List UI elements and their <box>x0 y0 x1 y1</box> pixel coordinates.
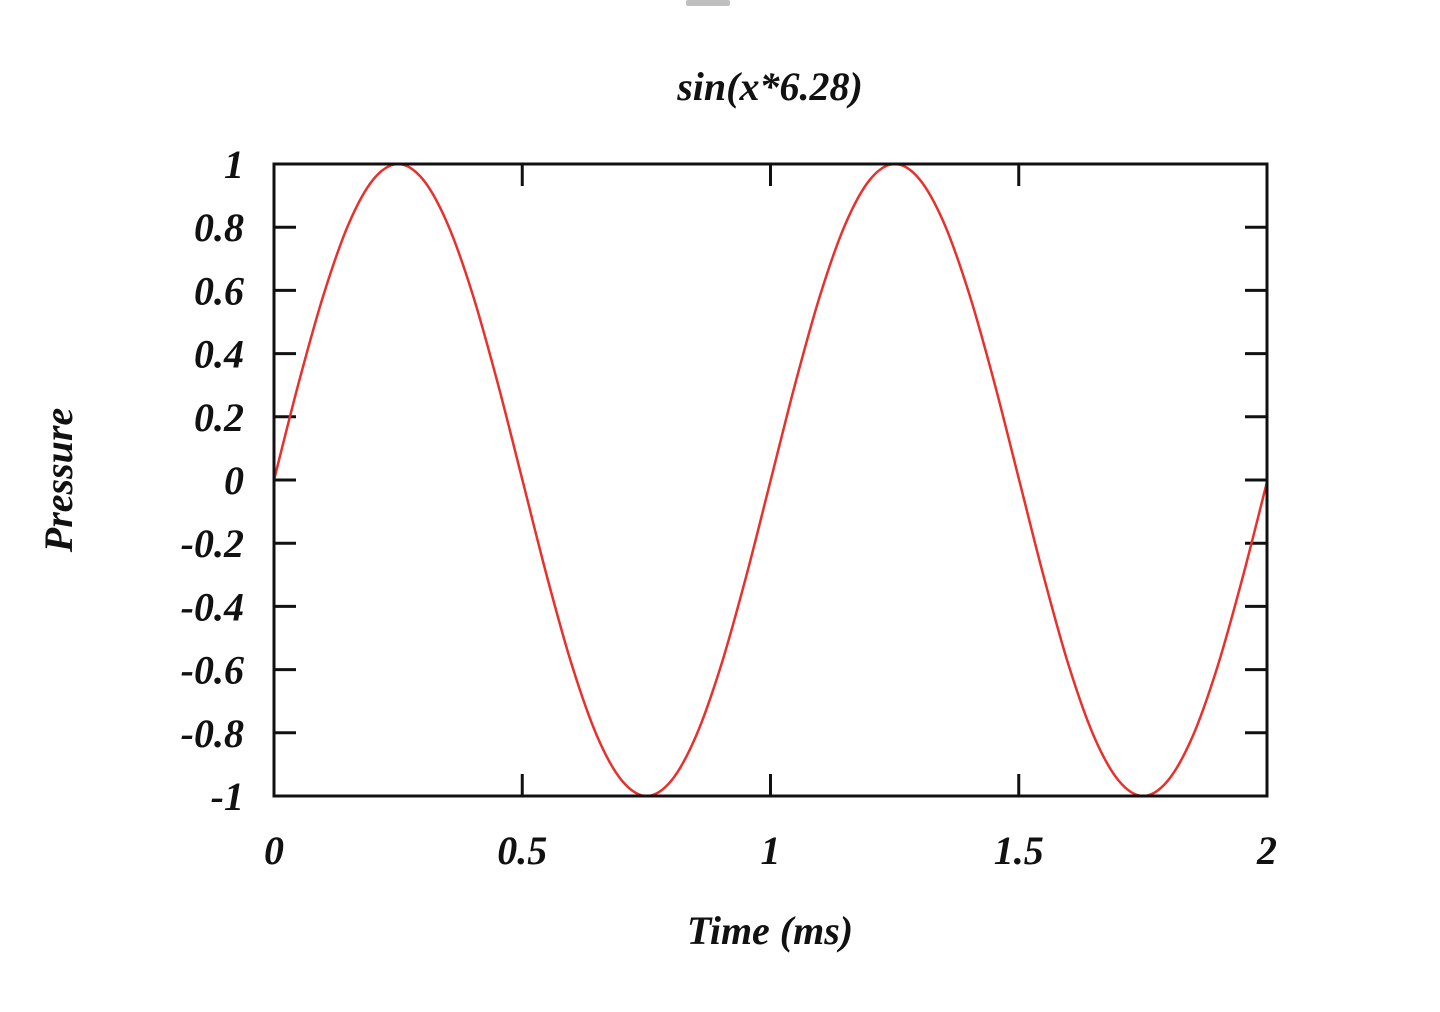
x-axis: 0 0.5 1 1.5 2 <box>264 164 1277 873</box>
top-edge-artifact <box>686 0 730 6</box>
y-axis: 1 0.8 0.6 0.4 0.2 0 -0.2 -0.4 -0.6 -0.8 -1 <box>181 142 1267 819</box>
chart-title: sin(x*6.28) <box>676 64 863 109</box>
y-tick-label: -0.8 <box>181 711 244 756</box>
plot-area-border <box>272 162 1269 798</box>
series-group <box>272 162 1269 798</box>
y-tick-label: -0.4 <box>181 584 244 629</box>
x-tick-label: 0 <box>264 828 284 873</box>
y-tick-label: 1 <box>224 142 244 187</box>
y-tick-label: 0.2 <box>194 395 244 440</box>
y-tick-label: -0.2 <box>181 521 244 566</box>
x-tick-label: 0.5 <box>497 828 547 873</box>
y-tick-label: 0.6 <box>194 268 244 313</box>
x-tick-label: 1 <box>761 828 781 873</box>
y-tick-label: 0 <box>224 458 244 503</box>
x-axis-label: Time (ms) <box>687 908 853 953</box>
y-tick-label: -0.6 <box>181 648 244 693</box>
y-tick-label: 0.4 <box>194 332 244 377</box>
y-tick-label: 0.8 <box>194 205 244 250</box>
x-tick-label: 1.5 <box>994 828 1044 873</box>
y-axis-label: Pressure <box>36 408 81 553</box>
x-tick-label: 2 <box>1256 828 1277 873</box>
series-line-0 <box>272 162 1269 798</box>
y-tick-label: -1 <box>211 774 244 819</box>
